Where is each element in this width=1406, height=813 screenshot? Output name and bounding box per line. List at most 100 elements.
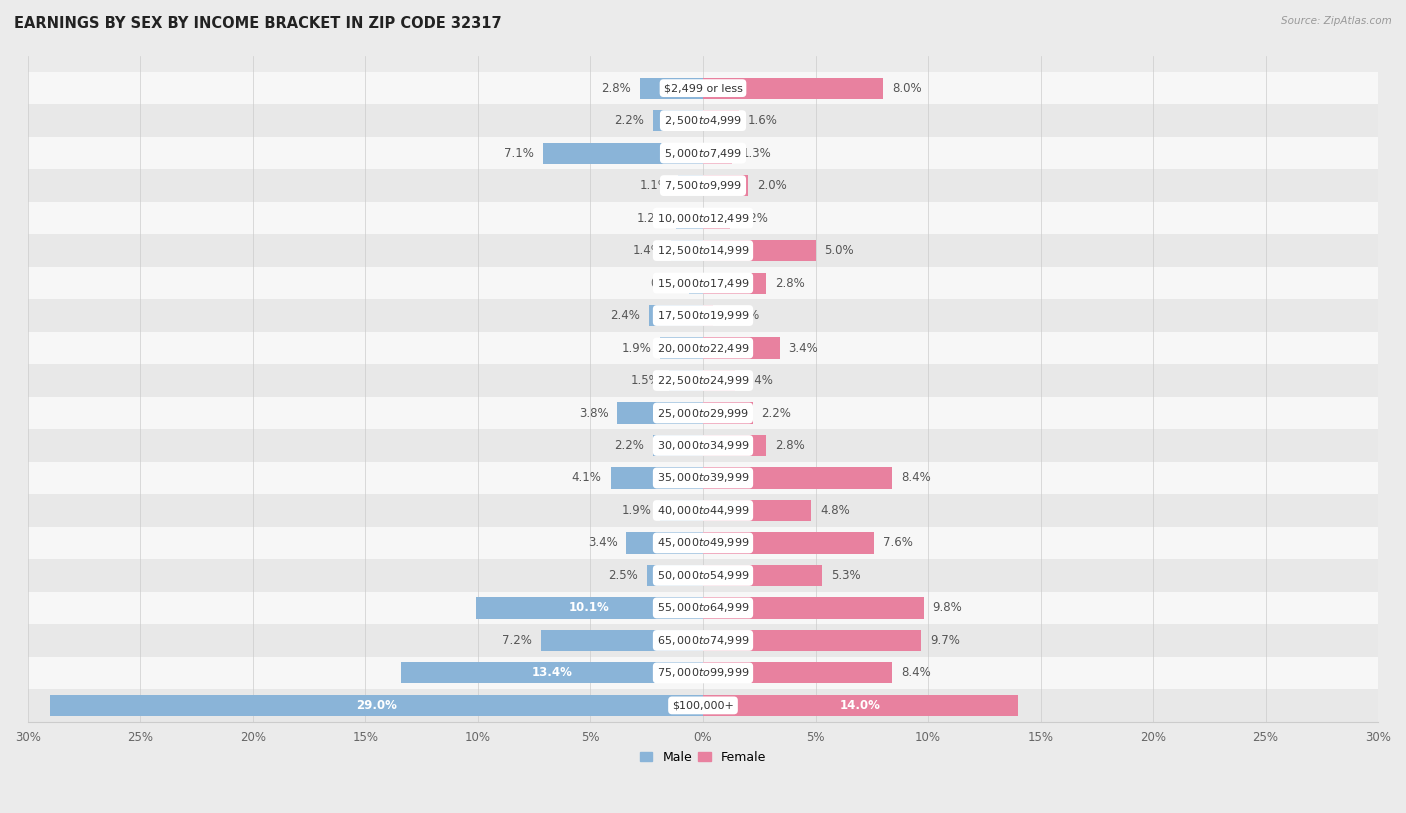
Text: $65,000 to $74,999: $65,000 to $74,999 xyxy=(657,634,749,647)
Bar xyxy=(402,663,703,684)
Text: $12,500 to $14,999: $12,500 to $14,999 xyxy=(657,244,749,257)
Text: 1.2%: 1.2% xyxy=(740,211,769,224)
Bar xyxy=(676,207,703,228)
Text: $10,000 to $12,499: $10,000 to $12,499 xyxy=(657,211,749,224)
Text: 14.0%: 14.0% xyxy=(839,699,882,712)
Bar xyxy=(28,104,1378,137)
Bar xyxy=(689,272,703,293)
Bar xyxy=(703,467,891,489)
Text: EARNINGS BY SEX BY INCOME BRACKET IN ZIP CODE 32317: EARNINGS BY SEX BY INCOME BRACKET IN ZIP… xyxy=(14,16,502,31)
Text: 1.1%: 1.1% xyxy=(640,179,669,192)
Text: 2.2%: 2.2% xyxy=(762,406,792,420)
Bar xyxy=(703,630,921,651)
Text: $50,000 to $54,999: $50,000 to $54,999 xyxy=(657,569,749,582)
Bar xyxy=(28,267,1378,299)
Text: 1.2%: 1.2% xyxy=(637,211,666,224)
Text: 1.9%: 1.9% xyxy=(621,504,651,517)
Bar xyxy=(703,142,733,163)
Text: 2.4%: 2.4% xyxy=(610,309,640,322)
Text: 1.4%: 1.4% xyxy=(744,374,773,387)
Bar xyxy=(703,598,924,619)
Text: 8.4%: 8.4% xyxy=(901,667,931,680)
Text: 10.1%: 10.1% xyxy=(569,602,610,615)
Bar xyxy=(703,435,766,456)
Text: $2,500 to $4,999: $2,500 to $4,999 xyxy=(664,114,742,127)
Bar xyxy=(703,337,779,359)
Text: 3.4%: 3.4% xyxy=(588,537,617,550)
Bar xyxy=(703,110,740,131)
Text: $100,000+: $100,000+ xyxy=(672,701,734,711)
Text: 13.4%: 13.4% xyxy=(531,667,572,680)
Bar xyxy=(640,77,703,98)
Bar xyxy=(28,559,1378,592)
Bar xyxy=(28,494,1378,527)
Bar xyxy=(703,663,891,684)
Bar xyxy=(703,565,823,586)
Text: 2.8%: 2.8% xyxy=(775,276,804,289)
Bar xyxy=(703,77,883,98)
Text: 2.2%: 2.2% xyxy=(614,114,644,127)
Bar xyxy=(543,142,703,163)
Text: 5.0%: 5.0% xyxy=(824,244,853,257)
Bar xyxy=(703,533,875,554)
Text: $35,000 to $39,999: $35,000 to $39,999 xyxy=(657,472,749,485)
Text: $22,500 to $24,999: $22,500 to $24,999 xyxy=(657,374,749,387)
Text: $75,000 to $99,999: $75,000 to $99,999 xyxy=(657,667,749,680)
Bar xyxy=(661,500,703,521)
Text: 4.1%: 4.1% xyxy=(572,472,602,485)
Bar xyxy=(678,175,703,196)
Text: 7.2%: 7.2% xyxy=(502,634,531,647)
Bar xyxy=(28,299,1378,332)
Text: Source: ZipAtlas.com: Source: ZipAtlas.com xyxy=(1281,16,1392,26)
Text: 4.8%: 4.8% xyxy=(820,504,849,517)
Bar xyxy=(703,500,811,521)
Text: 2.8%: 2.8% xyxy=(775,439,804,452)
Text: $2,499 or less: $2,499 or less xyxy=(664,83,742,93)
Bar xyxy=(703,305,713,326)
Text: 1.5%: 1.5% xyxy=(630,374,661,387)
Text: $55,000 to $64,999: $55,000 to $64,999 xyxy=(657,602,749,615)
Bar xyxy=(703,695,1018,716)
Bar xyxy=(28,397,1378,429)
Text: 9.8%: 9.8% xyxy=(932,602,962,615)
Bar xyxy=(28,592,1378,624)
Text: $45,000 to $49,999: $45,000 to $49,999 xyxy=(657,537,749,550)
Legend: Male, Female: Male, Female xyxy=(636,746,770,768)
Bar xyxy=(703,207,730,228)
Bar xyxy=(703,370,734,391)
Text: $40,000 to $44,999: $40,000 to $44,999 xyxy=(657,504,749,517)
Bar xyxy=(654,110,703,131)
Bar xyxy=(647,565,703,586)
Text: $5,000 to $7,499: $5,000 to $7,499 xyxy=(664,146,742,159)
Text: $7,500 to $9,999: $7,500 to $9,999 xyxy=(664,179,742,192)
Text: 8.0%: 8.0% xyxy=(891,81,922,94)
Text: 2.8%: 2.8% xyxy=(602,81,631,94)
Bar xyxy=(654,435,703,456)
Bar xyxy=(28,234,1378,267)
Text: $15,000 to $17,499: $15,000 to $17,499 xyxy=(657,276,749,289)
Text: 0.46%: 0.46% xyxy=(723,309,759,322)
Text: 3.4%: 3.4% xyxy=(789,341,818,354)
Text: $30,000 to $34,999: $30,000 to $34,999 xyxy=(657,439,749,452)
Bar xyxy=(661,337,703,359)
Text: 3.8%: 3.8% xyxy=(579,406,609,420)
Bar xyxy=(627,533,703,554)
Bar xyxy=(617,402,703,424)
Bar xyxy=(28,137,1378,169)
Bar xyxy=(28,364,1378,397)
Text: 2.5%: 2.5% xyxy=(607,569,638,582)
Bar xyxy=(28,624,1378,657)
Text: 0.6%: 0.6% xyxy=(651,276,681,289)
Bar xyxy=(541,630,703,651)
Text: 2.0%: 2.0% xyxy=(756,179,787,192)
Text: 7.1%: 7.1% xyxy=(505,146,534,159)
Text: 9.7%: 9.7% xyxy=(931,634,960,647)
Bar xyxy=(28,332,1378,364)
Text: 1.3%: 1.3% xyxy=(741,146,770,159)
Bar xyxy=(51,695,703,716)
Bar xyxy=(28,657,1378,689)
Bar xyxy=(703,175,748,196)
Bar xyxy=(650,305,703,326)
Text: 5.3%: 5.3% xyxy=(831,569,860,582)
Text: $17,500 to $19,999: $17,500 to $19,999 xyxy=(657,309,749,322)
